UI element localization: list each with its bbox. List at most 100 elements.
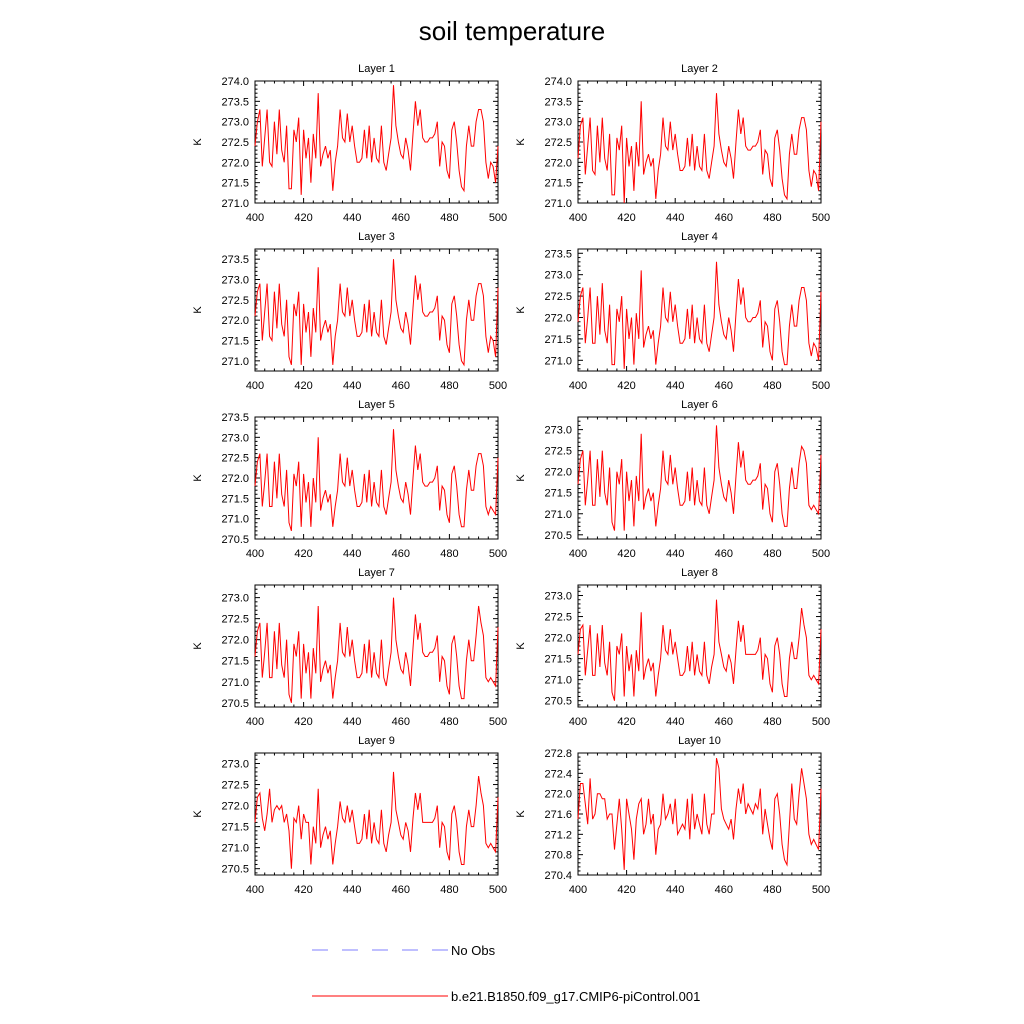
x-tick-label: 400 (246, 380, 264, 392)
panel-title: Layer 5 (358, 399, 395, 411)
y-tick-label: 272.0 (544, 157, 572, 169)
x-tick-label: 480 (763, 548, 781, 560)
panel-title: Layer 2 (681, 63, 718, 75)
series-line (577, 757, 822, 870)
y-tick-label: 270.8 (544, 850, 572, 862)
panel-title: Layer 9 (358, 735, 395, 747)
panel-title: Layer 4 (681, 231, 718, 243)
x-tick-label: 440 (343, 884, 361, 896)
figure-title: soil temperature (419, 16, 605, 46)
y-tick-label: 272.0 (221, 315, 249, 327)
y-tick-label: 271.0 (221, 843, 249, 855)
series-line (254, 259, 499, 367)
x-tick-label: 400 (569, 716, 587, 728)
y-tick-label: 273.0 (544, 425, 572, 437)
x-tick-label: 500 (812, 884, 830, 896)
x-tick-label: 460 (715, 380, 733, 392)
y-axis-label: K (192, 810, 204, 818)
plot-frame (577, 416, 822, 540)
x-tick-label: 420 (294, 716, 312, 728)
y-tick-label: 270.5 (544, 530, 572, 542)
y-tick-label: 272.5 (544, 612, 572, 624)
y-tick-label: 271.5 (544, 178, 572, 190)
y-tick-label: 271.0 (221, 198, 249, 210)
x-tick-label: 500 (812, 716, 830, 728)
x-tick-label: 420 (294, 212, 312, 224)
y-axis-label: K (192, 474, 204, 482)
y-tick-label: 271.0 (221, 356, 249, 368)
series-line (577, 93, 822, 204)
legend: No Obs b.e21.B1850.f09_g17.CMIP6-piContr… (312, 943, 700, 1004)
y-tick-label: 273.5 (221, 96, 249, 108)
y-tick-label: 272.4 (544, 768, 572, 780)
y-tick-label: 272.0 (221, 473, 249, 485)
y-tick-label: 273.5 (544, 248, 572, 260)
x-tick-label: 400 (246, 884, 264, 896)
y-axis-label: K (515, 138, 527, 146)
x-tick-label: 480 (440, 716, 458, 728)
y-tick-label: 272.5 (221, 137, 249, 149)
x-tick-label: 480 (440, 884, 458, 896)
y-tick-label: 273.0 (544, 117, 572, 129)
y-tick-label: 271.6 (544, 809, 572, 821)
y-tick-label: 272.0 (544, 789, 572, 801)
y-axis-label: K (192, 138, 204, 146)
x-tick-label: 500 (489, 884, 507, 896)
panel-layer-9: Layer 9 K 400 420 440 460 480 500 270.5 271.0 271.… (192, 735, 507, 896)
y-tick-label: 271.0 (544, 509, 572, 521)
plot-frame (254, 248, 499, 372)
x-tick-label: 420 (294, 548, 312, 560)
x-tick-label: 460 (392, 716, 410, 728)
x-tick-label: 420 (617, 716, 635, 728)
x-tick-label: 400 (569, 884, 587, 896)
y-tick-label: 270.5 (221, 534, 249, 546)
panel-title: Layer 8 (681, 567, 718, 579)
y-tick-label: 274.0 (544, 76, 572, 88)
y-tick-label: 270.5 (544, 696, 572, 708)
panel-layer-1: Layer 1 K 400 420 440 460 480 500 271.0 271.5 272.… (192, 63, 507, 224)
series-line (577, 425, 822, 531)
y-tick-label: 271.5 (221, 656, 249, 668)
y-tick-label: 273.5 (221, 412, 249, 424)
y-tick-label: 273.0 (221, 432, 249, 444)
x-tick-label: 400 (246, 548, 264, 560)
x-tick-label: 500 (812, 380, 830, 392)
y-tick-label: 273.0 (221, 759, 249, 771)
y-tick-label: 271.5 (544, 334, 572, 346)
y-axis-label: K (515, 474, 527, 482)
panel-layer-2: Layer 2 K 400 420 440 460 480 500 271.0 271.5 272.… (515, 63, 830, 224)
series-line (577, 261, 822, 369)
y-tick-label: 272.5 (221, 295, 249, 307)
panel-title: Layer 10 (678, 735, 721, 747)
x-tick-label: 460 (715, 884, 733, 896)
x-tick-label: 440 (666, 380, 684, 392)
y-tick-label: 273.0 (221, 593, 249, 605)
x-tick-label: 460 (715, 212, 733, 224)
panel-layer-10: Layer 10 K 400 420 440 460 480 500 270.4 270.8 271… (515, 735, 830, 896)
x-tick-label: 480 (763, 212, 781, 224)
y-axis-label: K (515, 810, 527, 818)
x-tick-label: 440 (343, 212, 361, 224)
y-tick-label: 270.5 (221, 698, 249, 710)
x-tick-label: 460 (715, 548, 733, 560)
x-tick-label: 440 (666, 884, 684, 896)
x-tick-label: 400 (246, 212, 264, 224)
x-tick-label: 480 (763, 380, 781, 392)
x-tick-label: 460 (392, 212, 410, 224)
x-tick-label: 480 (763, 884, 781, 896)
y-tick-label: 273.0 (221, 117, 249, 129)
x-tick-label: 500 (489, 212, 507, 224)
x-tick-label: 420 (617, 548, 635, 560)
y-tick-label: 271.5 (221, 336, 249, 348)
y-tick-label: 272.8 (544, 748, 572, 760)
y-tick-label: 273.0 (544, 591, 572, 603)
y-tick-label: 272.5 (221, 453, 249, 465)
y-tick-label: 271.0 (221, 514, 249, 526)
x-tick-label: 480 (440, 380, 458, 392)
panel-layer-7: Layer 7 K 400 420 440 460 480 500 270.5 271.0 271.… (192, 567, 507, 728)
x-tick-label: 440 (666, 716, 684, 728)
series-line (254, 85, 499, 195)
x-tick-label: 420 (617, 212, 635, 224)
legend-obs-label: No Obs (451, 943, 496, 958)
panel-title: Layer 3 (358, 231, 395, 243)
